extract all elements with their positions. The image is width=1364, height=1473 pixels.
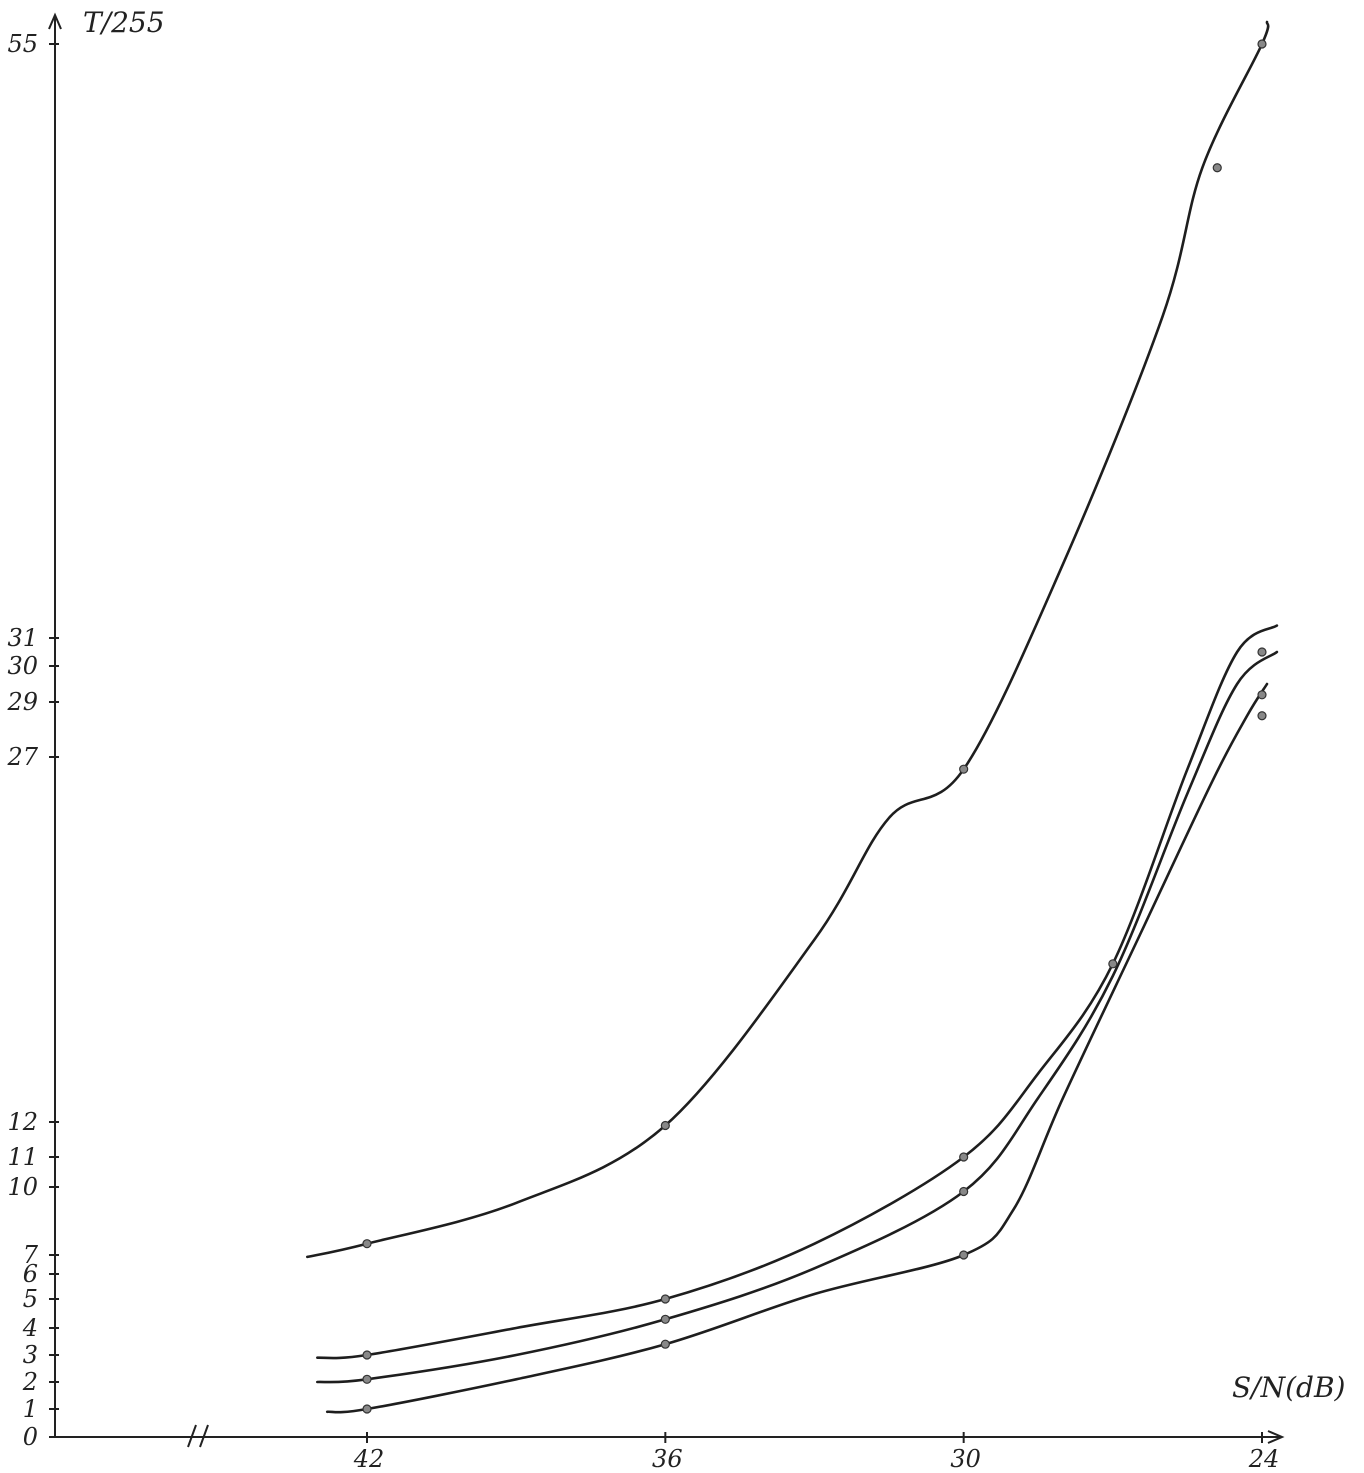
y-axis-title: T/255 [83, 6, 165, 39]
data-point [362, 1350, 372, 1360]
data-point [1257, 39, 1267, 49]
x-tick-label: 36 [652, 1445, 683, 1473]
y-axis-arrow [48, 12, 62, 30]
x-tick-label: 30 [950, 1445, 981, 1473]
y-tick-label: 5 [23, 1285, 38, 1313]
y-tick-label: 6 [23, 1260, 38, 1288]
series-line-4 [325, 682, 1269, 1414]
series-line-1 [306, 20, 1270, 1259]
x-axis-break [187, 1424, 209, 1448]
y-tick-label: 0 [23, 1423, 38, 1451]
y-tick-label: 4 [22, 1314, 38, 1342]
x-axis-title: S/N(dB) [1232, 1371, 1345, 1404]
y-tick-label: 30 [7, 652, 38, 680]
y-tick-label: 11 [7, 1143, 38, 1171]
data-point [1257, 690, 1267, 700]
data-point [660, 1294, 670, 1304]
marker-group [362, 39, 1267, 1414]
y-tick-label: 29 [6, 688, 38, 716]
data-point [1257, 711, 1267, 721]
data-point [959, 1250, 969, 1260]
data-point [959, 1186, 969, 1197]
data-point [1108, 959, 1118, 969]
data-point [362, 1239, 372, 1249]
y-tick-label: 55 [7, 30, 38, 58]
data-point [660, 1120, 670, 1131]
data-point [362, 1374, 372, 1384]
y-tick-label: 7 [23, 1241, 39, 1269]
data-point [660, 1314, 670, 1324]
y-tick-label: 2 [22, 1368, 38, 1396]
data-point [1257, 647, 1267, 657]
data-point [362, 1404, 372, 1414]
x-tick-label: 42 [353, 1445, 385, 1473]
data-point [1212, 163, 1222, 173]
x-tick-label: 24 [1248, 1445, 1280, 1473]
y-tick-label: 31 [7, 624, 38, 652]
data-point [959, 1152, 969, 1162]
data-point [660, 1339, 670, 1349]
y-tick-label: 1 [23, 1395, 38, 1423]
series-line-2 [316, 624, 1279, 1360]
y-tick-label: 10 [7, 1173, 38, 1201]
axes [48, 12, 1285, 1448]
series-line-3 [316, 650, 1279, 1384]
data-point [959, 764, 969, 774]
y-tick-label: 12 [7, 1108, 38, 1136]
y-tick-label: 3 [23, 1341, 38, 1369]
x-axis-arrow [1267, 1430, 1285, 1444]
series-group [306, 20, 1279, 1414]
y-tick-label: 27 [6, 743, 38, 771]
